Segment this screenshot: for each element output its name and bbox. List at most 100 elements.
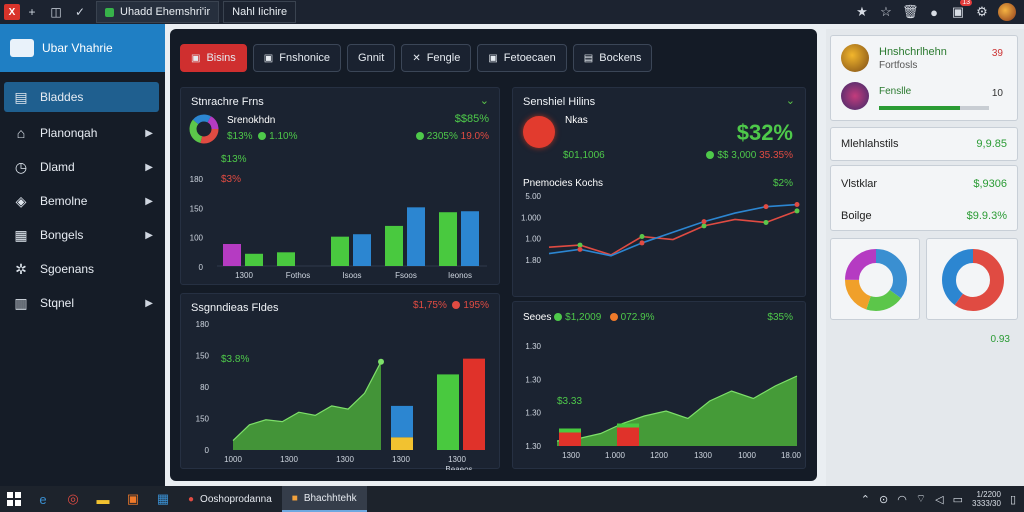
edge-icon[interactable]: e [39, 491, 47, 507]
stat-c1: 2305% [426, 131, 458, 142]
bar [353, 234, 371, 266]
star-icon[interactable]: ★ [856, 4, 868, 19]
brand-name: Ubar Vhahrie [42, 41, 113, 55]
red-circle-icon [523, 116, 555, 148]
clock[interactable]: 1/2200 3333/30 [972, 490, 1001, 508]
network-icon[interactable]: ⌔ [915, 493, 927, 505]
line-chart-stat: $2% [772, 178, 793, 189]
chrome-icon[interactable]: ◎ [67, 491, 79, 506]
profile-name: Hnshchrlhehn [879, 46, 947, 58]
stat-2: 195% [463, 300, 489, 311]
area-line [556, 375, 798, 442]
series-line [548, 210, 798, 256]
app-icon[interactable]: X [4, 4, 20, 20]
profile-value-1: 39 [991, 48, 1003, 59]
check-button[interactable]: ✓ [74, 5, 86, 19]
sidebar-item-home[interactable]: ⌂ Planonqah ▶ [0, 116, 165, 150]
volume-icon[interactable]: ◁ [935, 493, 944, 506]
start-button[interactable] [0, 486, 28, 512]
data-point [378, 358, 384, 365]
bars-icon: ▥ [14, 294, 28, 311]
title-bar: X + ◫ ✓ Uhadd Ehemshri'ir Nahl Iichire ★… [0, 0, 1024, 24]
metric-card-2[interactable]: Vlstklar $,9306 Boilge $9.9.3% [830, 165, 1018, 231]
green-dot-icon [554, 313, 563, 321]
data-point [794, 202, 800, 208]
new-tab-button[interactable]: + [28, 5, 36, 19]
photos-icon[interactable]: ▣ [126, 491, 140, 506]
chevron-right-icon: ▶ [145, 161, 153, 173]
taskbar-app-1[interactable]: ● Ooshoprodanna [178, 486, 282, 512]
y-tick-label: 0 [199, 263, 204, 272]
panel-area-chart-right: Seoes $1,2009 072.9% $35% $3.33 1.30 1.30… [512, 301, 806, 469]
bar [617, 423, 639, 446]
tab-label: Uhadd Ehemshri'ir [120, 6, 211, 18]
shield-icon [841, 82, 869, 110]
profile-card[interactable]: Hnshchrlhehn Fortfosls 39 Fenslle 10 [830, 35, 1018, 121]
store-icon[interactable]: ▦ [156, 491, 170, 506]
user-avatar[interactable] [998, 3, 1016, 21]
tag: $3.8% [221, 354, 250, 365]
tab-fnshonice[interactable]: ▣ Fnshonice [252, 44, 342, 72]
window-button[interactable]: ◫ [50, 5, 62, 19]
dashboard-tabs: ▣ Bisins ▣ Fnshonice Gnnit ✕ Fengle ▣ Fetoec… [180, 44, 653, 72]
sidebar-item-clock[interactable]: ◷ Dlamd ▶ [0, 150, 165, 184]
bar [437, 374, 459, 450]
profile-progress [879, 106, 989, 110]
data-point [577, 242, 583, 248]
tab-fetoecaen[interactable]: ▣ Fetoecaen [477, 44, 567, 72]
metric-card-1[interactable]: Mlehlahstils 9,9.85 [830, 127, 1018, 161]
tab-bockens[interactable]: ▤ Bockens [572, 44, 653, 72]
metric-value: $,9306 [973, 178, 1007, 190]
sidebar-item-tag[interactable]: ◈ Bemolne ▶ [0, 184, 165, 218]
item-name: Nkas [565, 115, 588, 126]
browser-tab-1[interactable]: Uhadd Ehemshri'ir [96, 1, 220, 23]
record-icon[interactable]: ⊙ [878, 493, 889, 506]
tab-gnnit[interactable]: Gnnit [347, 44, 396, 72]
bar-cap [559, 428, 581, 433]
panel-title: Ssgnndieas Fldes [191, 302, 279, 314]
sidebar-brand[interactable]: Ubar Vhahrie [0, 24, 165, 72]
x-tick-label: 1.000 [605, 451, 626, 460]
donut-card-2[interactable] [926, 238, 1018, 320]
donut-chart-2 [942, 249, 1004, 311]
x-tick-label: 1300 [562, 451, 580, 460]
tab-fengle[interactable]: ✕ Fengle [401, 44, 472, 72]
trash-icon[interactable]: 🗑 [902, 4, 919, 19]
stat-a: $$85% [454, 113, 489, 125]
notifications-icon[interactable]: ▣ 13 [951, 0, 972, 19]
chevron-down-icon[interactable]: ⌄ [479, 95, 489, 107]
tab-bisins[interactable]: ▣ Bisins [180, 44, 247, 72]
sidebar-item-users[interactable]: ✲ Sgoenans [0, 252, 165, 286]
bar [277, 252, 295, 266]
notification-center-icon[interactable]: ▯ [1009, 493, 1016, 506]
x-tick-label: 1000 [738, 451, 756, 460]
stat-1: $1,2009 [565, 312, 602, 323]
folder-icon[interactable]: ▬ [96, 491, 110, 507]
x-tick-label: Fsoos [395, 271, 417, 280]
chevron-up-icon[interactable]: ⌃ [860, 493, 870, 506]
donut-card-1[interactable] [830, 238, 920, 320]
footer-value: 0.93 [990, 334, 1010, 345]
sidebar-item-dashboard[interactable]: ▤ Bladdes [4, 82, 159, 112]
alert-icon[interactable]: ● [930, 4, 938, 20]
sidebar-item-bars[interactable]: ▥ Stqnel ▶ [0, 286, 165, 320]
headset-icon[interactable]: ◠ [897, 493, 907, 506]
series-line [548, 203, 798, 257]
x-tick-label: 1000 [224, 455, 242, 464]
taskbar-app-2[interactable]: ■ Bhachhtehk [281, 486, 367, 512]
star-outline-icon[interactable]: ☆ [880, 4, 892, 19]
data-point [763, 204, 769, 210]
metric-label: Boilge [841, 210, 872, 222]
browser-tab-2[interactable]: Nahl Iichire [223, 1, 297, 23]
sidebar-item-label: Stqnel [40, 296, 75, 310]
x-tick-label: Fothos [286, 271, 310, 280]
donut-slice [845, 249, 907, 311]
stat-b1: $13% [227, 131, 253, 142]
chevron-down-icon[interactable]: ⌄ [785, 95, 795, 107]
settings-icon[interactable]: ⚙ [976, 4, 988, 19]
sidebar-item-document[interactable]: ▦ Bongels ▶ [0, 218, 165, 252]
battery-icon[interactable]: ▭ [952, 493, 964, 506]
stat-b2: 1.10% [269, 131, 298, 142]
grid-icon: ▣ [263, 52, 274, 64]
